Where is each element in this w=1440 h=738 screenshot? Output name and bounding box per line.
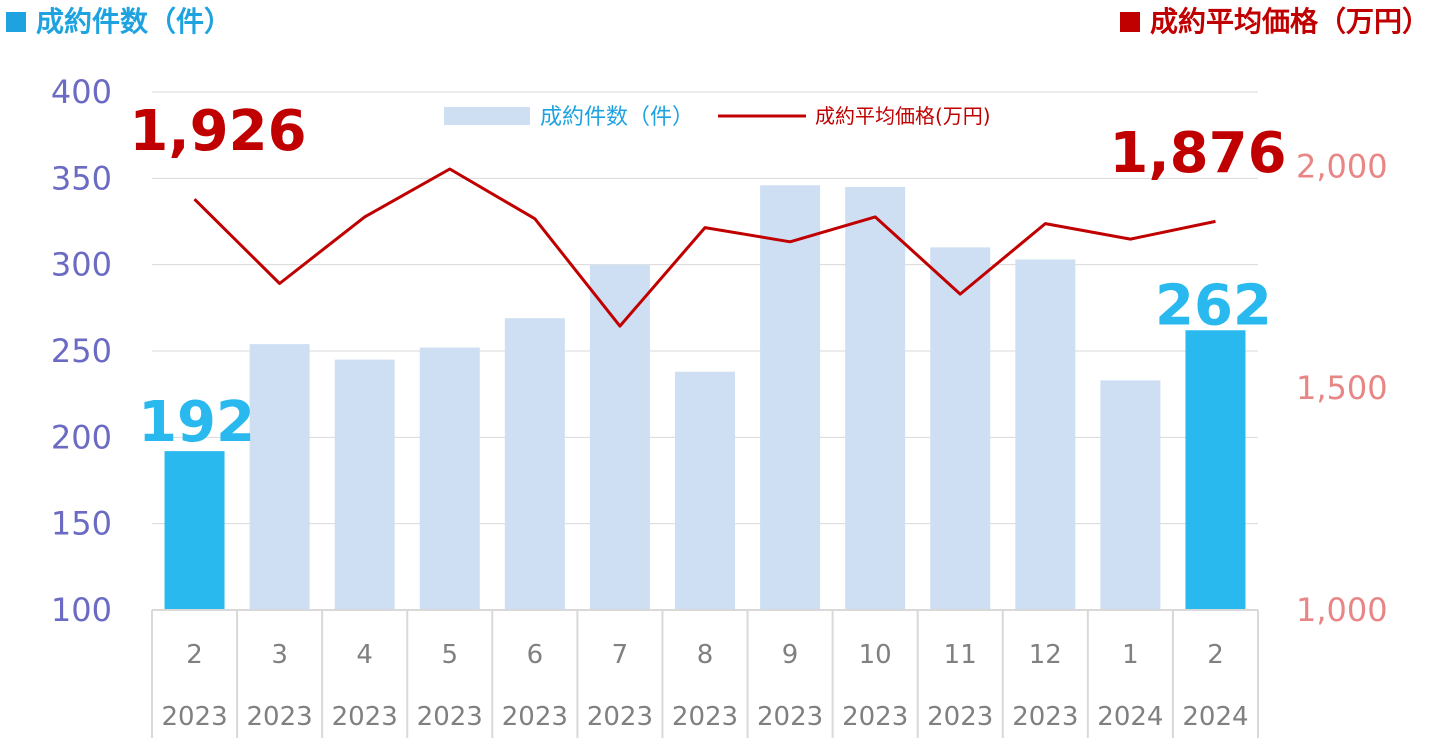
right-axis-tick-label: 1,500 <box>1296 369 1388 407</box>
category-month-label: 1 <box>1122 640 1139 670</box>
category-month-label: 9 <box>782 640 799 670</box>
bar-data-label-last: 262 <box>1155 273 1272 338</box>
line-series-square-icon <box>1119 12 1140 32</box>
bar <box>504 318 565 610</box>
left-axis-tick-label: 350 <box>51 159 112 197</box>
category-year-label: 2023 <box>587 702 653 732</box>
right-axis-title-text: 成約平均価格（万円） <box>1149 5 1430 38</box>
category-month-label: 2 <box>186 640 203 670</box>
bar <box>1015 259 1076 610</box>
left-axis-tick-label: 100 <box>51 591 112 629</box>
category-month-label: 5 <box>441 640 458 670</box>
category-year-label: 2023 <box>247 702 313 732</box>
category-year-label: 2023 <box>417 702 483 732</box>
highlighted-bar <box>164 451 225 610</box>
right-axis-tick-label: 2,000 <box>1296 147 1388 185</box>
category-year-label: 2023 <box>161 702 227 732</box>
legend-bar-label: 成約件数（件） <box>540 105 694 130</box>
bar <box>930 247 991 610</box>
category-month-label: 8 <box>697 640 714 670</box>
category-year-label: 2023 <box>672 702 738 732</box>
category-month-label: 3 <box>271 640 288 670</box>
category-year-label: 2023 <box>1012 702 1078 732</box>
category-month-label: 11 <box>944 640 977 670</box>
left-axis-tick-label: 250 <box>51 332 112 370</box>
left-axis-title-text: 成約件数（件） <box>36 5 233 38</box>
category-year-label: 2024 <box>1097 702 1163 732</box>
category-year-label: 2023 <box>502 702 568 732</box>
bar <box>760 185 821 611</box>
left-axis-title: 成約件数（件） <box>6 2 232 42</box>
bar <box>334 359 395 610</box>
legend-bar-swatch <box>444 107 530 125</box>
category-year-label: 2023 <box>757 702 823 732</box>
left-axis-tick-label: 200 <box>51 418 112 456</box>
bar <box>1100 380 1161 610</box>
legend-line-label: 成約平均価格(万円) <box>815 104 991 128</box>
left-axis-tick-label: 400 <box>51 73 112 111</box>
bar-data-label-first: 192 <box>138 390 255 455</box>
bar <box>589 264 650 610</box>
left-axis-tick-label: 300 <box>51 246 112 284</box>
line-data-label-first: 1,926 <box>129 99 306 164</box>
category-year-label: 2023 <box>842 702 908 732</box>
bar-series-square-icon <box>6 12 26 32</box>
bar <box>249 344 310 610</box>
left-axis-tick-label: 150 <box>51 505 112 543</box>
price-line <box>193 167 1216 328</box>
category-month-label: 10 <box>859 640 892 670</box>
category-month-label: 12 <box>1029 640 1062 670</box>
category-year-label: 2023 <box>927 702 993 732</box>
bar <box>675 371 735 610</box>
bar <box>845 186 906 610</box>
category-year-label: 2024 <box>1182 702 1248 732</box>
right-axis-tick-label: 1,000 <box>1296 591 1388 629</box>
line-data-label-last: 1,876 <box>1109 121 1286 186</box>
category-year-label: 2023 <box>332 702 398 732</box>
category-month-label: 7 <box>612 640 629 670</box>
bar <box>419 347 480 610</box>
right-axis-title: 成約平均価格（万円） <box>1119 2 1430 42</box>
category-month-label: 2 <box>1207 640 1224 670</box>
highlighted-bar <box>1185 330 1246 610</box>
category-month-label: 4 <box>356 640 373 670</box>
category-month-label: 6 <box>527 640 544 670</box>
